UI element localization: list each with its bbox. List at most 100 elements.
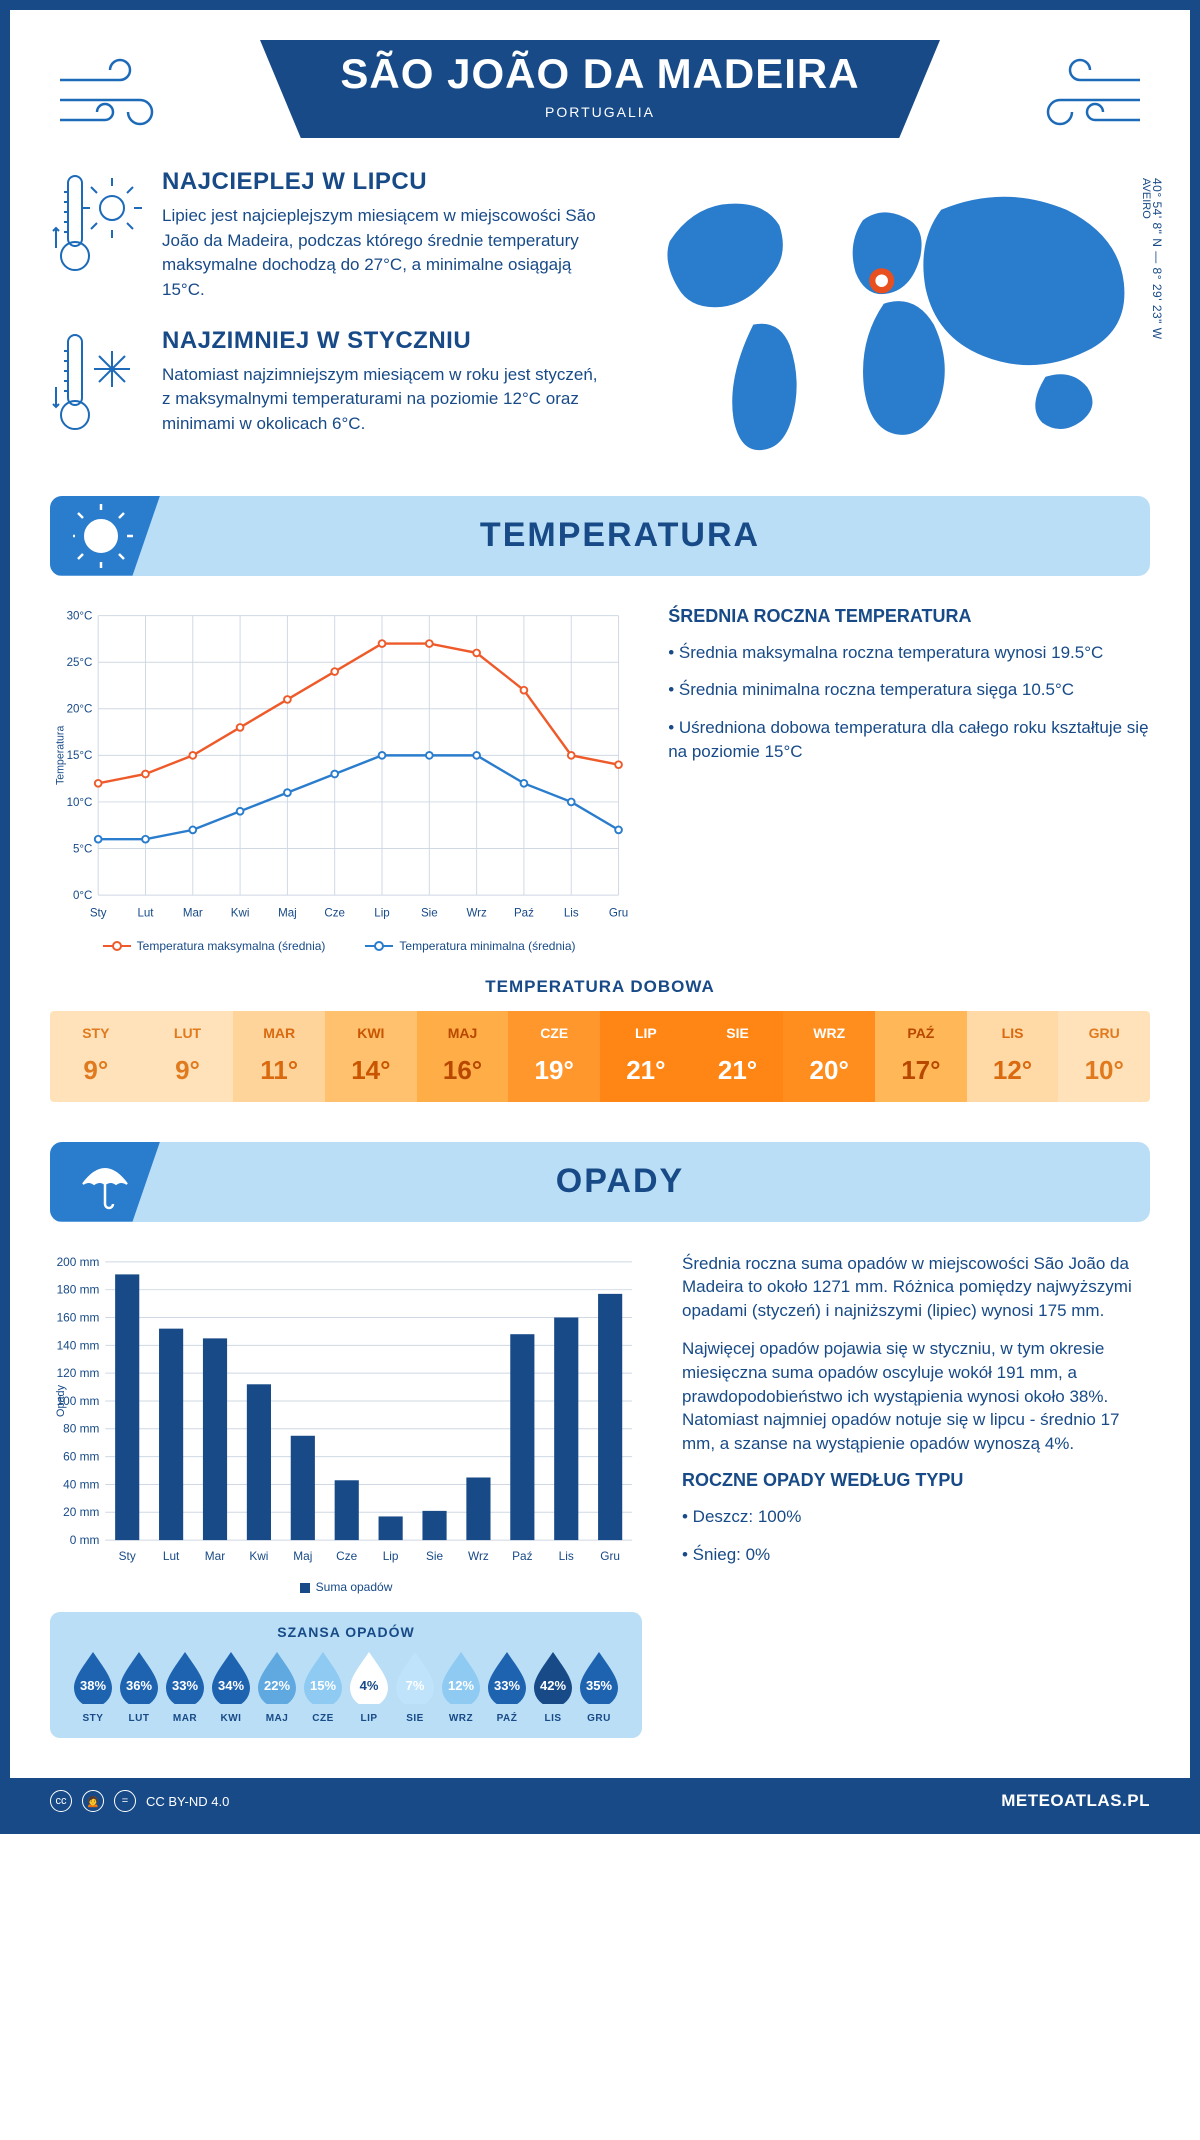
side-bullet: • Średnia minimalna roczna temperatura s… xyxy=(668,678,1150,702)
world-map xyxy=(628,168,1150,465)
wind-icon xyxy=(1010,50,1150,140)
license-text: CC BY-ND 4.0 xyxy=(146,1794,229,1809)
page-footer: cc 🙍 = CC BY-ND 4.0 METEOATLAS.PL xyxy=(10,1778,1190,1824)
svg-text:20 mm: 20 mm xyxy=(63,1505,99,1519)
svg-text:15%: 15% xyxy=(310,1678,336,1693)
svg-text:Maj: Maj xyxy=(278,907,297,919)
side-title-temperature: ŚREDNIA ROCZNA TEMPERATURA xyxy=(668,606,1150,627)
svg-text:10°C: 10°C xyxy=(67,796,93,808)
section-temperature: TEMPERATURA xyxy=(50,496,1150,576)
svg-text:Wrz: Wrz xyxy=(468,1548,489,1562)
svg-text:Mar: Mar xyxy=(183,907,203,919)
svg-text:Wrz: Wrz xyxy=(466,907,487,919)
svg-text:Sty: Sty xyxy=(90,907,107,919)
svg-text:Cze: Cze xyxy=(336,1548,357,1562)
svg-text:0 mm: 0 mm xyxy=(70,1533,100,1547)
chance-drop: 34% KWI xyxy=(208,1650,254,1724)
svg-text:Sie: Sie xyxy=(421,907,438,919)
svg-text:200 mm: 200 mm xyxy=(57,1254,100,1268)
svg-text:25°C: 25°C xyxy=(67,657,93,669)
svg-text:15°C: 15°C xyxy=(67,750,93,762)
daily-temp-title: TEMPERATURA DOBOWA xyxy=(50,977,1150,997)
svg-text:Kwi: Kwi xyxy=(231,907,250,919)
daily-temp-table: STY9°LUT9°MAR11°KWI14°MAJ16°CZE19°LIP21°… xyxy=(50,1011,1150,1102)
info-hot: NAJCIEPLEJ W LIPCU Lipiec jest najcieple… xyxy=(50,168,598,303)
chance-title: SZANSA OPADÓW xyxy=(70,1624,622,1640)
svg-text:34%: 34% xyxy=(218,1678,244,1693)
svg-text:5°C: 5°C xyxy=(73,843,92,855)
svg-text:7%: 7% xyxy=(406,1678,425,1693)
precipitation-chart: 0 mm20 mm40 mm60 mm80 mm100 mm120 mm140 … xyxy=(50,1252,642,1739)
precip-para1: Średnia roczna suma opadów w miejscowośc… xyxy=(682,1252,1150,1323)
precip-type: • Śnieg: 0% xyxy=(682,1543,1150,1567)
daily-cell: MAJ16° xyxy=(417,1011,509,1102)
svg-text:22%: 22% xyxy=(264,1678,290,1693)
nd-icon: = xyxy=(114,1790,136,1812)
coordinates: 40° 54' 8" N — 8° 29' 23" W xyxy=(1150,178,1164,340)
thermometer-cold-icon xyxy=(50,327,144,442)
svg-text:Opady: Opady xyxy=(55,1384,67,1417)
svg-text:Lis: Lis xyxy=(559,1548,574,1562)
chance-drop: 12% WRZ xyxy=(438,1650,484,1724)
svg-text:120 mm: 120 mm xyxy=(57,1366,100,1380)
svg-text:Mar: Mar xyxy=(205,1548,225,1562)
site-name: METEOATLAS.PL xyxy=(1001,1791,1150,1811)
svg-text:Paź: Paź xyxy=(512,1548,532,1562)
svg-text:Cze: Cze xyxy=(324,907,345,919)
svg-text:Paź: Paź xyxy=(514,907,534,919)
svg-text:33%: 33% xyxy=(494,1678,520,1693)
svg-text:33%: 33% xyxy=(172,1678,198,1693)
svg-text:Sie: Sie xyxy=(426,1548,444,1562)
legend-max: Temperatura maksymalna (średnia) xyxy=(137,939,326,953)
chance-drop: 36% LUT xyxy=(116,1650,162,1724)
svg-text:Lip: Lip xyxy=(383,1548,399,1562)
chance-drop: 4% LIP xyxy=(346,1650,392,1724)
page-header: SÃO JOÃO DA MADEIRA PORTUGALIA xyxy=(50,40,1150,138)
precip-type-title: ROCZNE OPADY WEDŁUG TYPU xyxy=(682,1470,1150,1491)
svg-text:Gru: Gru xyxy=(609,907,628,919)
precip-para2: Najwięcej opadów pojawia się w styczniu,… xyxy=(682,1337,1150,1456)
section-precipitation: OPADY xyxy=(50,1142,1150,1222)
umbrella-icon xyxy=(50,1142,160,1222)
side-bullet: • Średnia maksymalna roczna temperatura … xyxy=(668,641,1150,665)
section-title-temperature: TEMPERATURA xyxy=(90,516,1150,555)
info-hot-title: NAJCIEPLEJ W LIPCU xyxy=(162,168,598,196)
side-bullet: • Uśredniona dobowa temperatura dla całe… xyxy=(668,716,1150,764)
legend-min: Temperatura minimalna (średnia) xyxy=(399,939,575,953)
bar-legend: Suma opadów xyxy=(316,1580,393,1594)
svg-text:30°C: 30°C xyxy=(67,610,93,622)
svg-text:180 mm: 180 mm xyxy=(57,1282,100,1296)
daily-cell: MAR11° xyxy=(233,1011,325,1102)
wind-icon xyxy=(50,50,190,140)
svg-text:Lut: Lut xyxy=(163,1548,180,1562)
cc-icon: cc xyxy=(50,1790,72,1812)
chance-drop: 33% MAR xyxy=(162,1650,208,1724)
chance-drop: 7% SIE xyxy=(392,1650,438,1724)
daily-cell: KWI14° xyxy=(325,1011,417,1102)
chance-drop: 22% MAJ xyxy=(254,1650,300,1724)
sun-icon xyxy=(50,496,160,576)
svg-text:140 mm: 140 mm xyxy=(57,1338,100,1352)
by-icon: 🙍 xyxy=(82,1790,104,1812)
daily-cell: PAŹ17° xyxy=(875,1011,967,1102)
daily-cell: LIS12° xyxy=(967,1011,1059,1102)
svg-text:Maj: Maj xyxy=(293,1548,312,1562)
svg-text:Sty: Sty xyxy=(119,1548,136,1562)
svg-text:36%: 36% xyxy=(126,1678,152,1693)
daily-cell: SIE21° xyxy=(692,1011,784,1102)
svg-text:38%: 38% xyxy=(80,1678,106,1693)
svg-text:20°C: 20°C xyxy=(67,703,93,715)
chance-drop: 15% CZE xyxy=(300,1650,346,1724)
section-title-precipitation: OPADY xyxy=(90,1162,1150,1201)
daily-cell: GRU10° xyxy=(1058,1011,1150,1102)
svg-text:160 mm: 160 mm xyxy=(57,1310,100,1324)
svg-text:80 mm: 80 mm xyxy=(63,1421,99,1435)
chance-drop: 42% LIS xyxy=(530,1650,576,1724)
svg-text:60 mm: 60 mm xyxy=(63,1449,99,1463)
info-cold-text: Natomiast najzimniejszym miesiącem w rok… xyxy=(162,363,598,437)
page-title: SÃO JOÃO DA MADEIRA xyxy=(320,50,880,98)
svg-text:40 mm: 40 mm xyxy=(63,1477,99,1491)
svg-text:35%: 35% xyxy=(586,1678,612,1693)
svg-text:4%: 4% xyxy=(360,1678,379,1693)
svg-text:Kwi: Kwi xyxy=(249,1548,268,1562)
